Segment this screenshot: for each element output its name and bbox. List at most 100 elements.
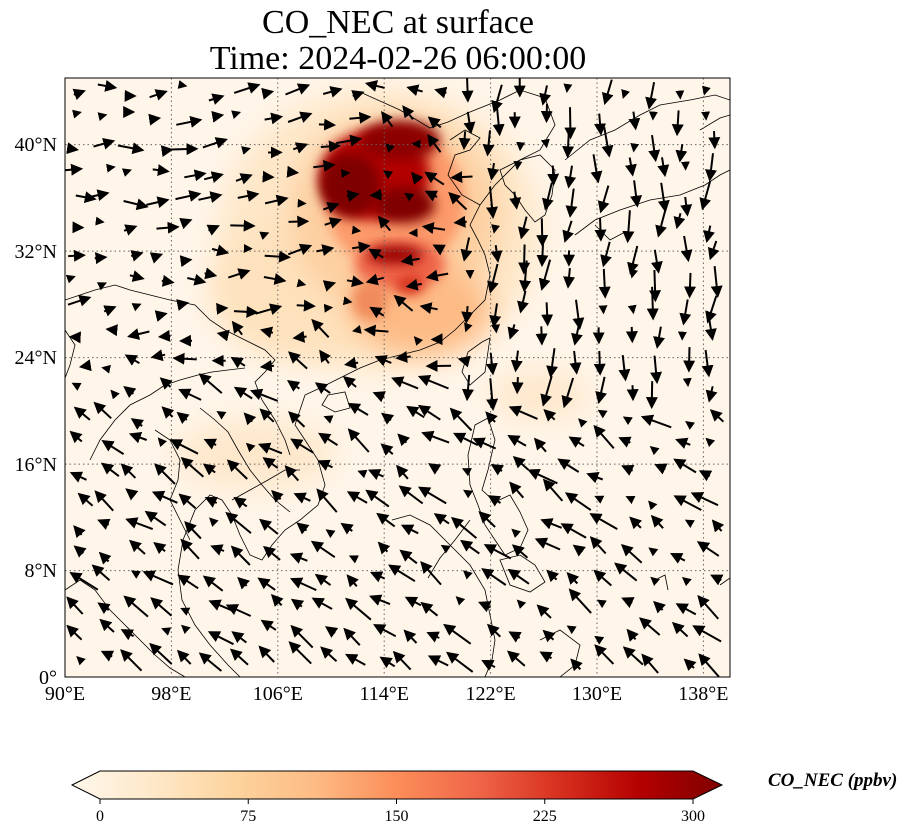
wind-arrow bbox=[105, 324, 118, 337]
wind-arrow bbox=[110, 389, 120, 400]
wind-arrow bbox=[578, 418, 588, 428]
wind-arrow bbox=[149, 89, 168, 101]
colorbar-tick-label: 150 bbox=[385, 808, 409, 825]
wind-arrow bbox=[176, 649, 192, 665]
wind-arrow bbox=[230, 545, 251, 566]
wind-arrow bbox=[233, 305, 259, 318]
wind-arrow bbox=[705, 153, 717, 182]
wind-arrow bbox=[696, 541, 720, 557]
wind-arrow bbox=[230, 219, 256, 232]
wind-arrow bbox=[460, 539, 480, 555]
wind-arrow bbox=[629, 268, 639, 279]
wind-arrow bbox=[318, 432, 339, 446]
wind-arrow bbox=[227, 268, 251, 280]
wind-arrow bbox=[509, 481, 525, 499]
wind-arrow bbox=[336, 134, 363, 147]
wind-arrow bbox=[77, 492, 94, 507]
wind-arrow bbox=[75, 191, 97, 204]
wind-arrow bbox=[487, 263, 499, 294]
wind-arrow bbox=[206, 224, 220, 236]
wind-arrow bbox=[259, 408, 275, 423]
wind-arrow bbox=[120, 649, 143, 672]
wind-arrow bbox=[701, 349, 714, 378]
wind-arrow bbox=[368, 248, 384, 260]
wind-arrow bbox=[255, 303, 283, 316]
wind-arrow bbox=[159, 377, 173, 390]
wind-arrow bbox=[646, 286, 659, 321]
wind-arrow bbox=[177, 574, 199, 590]
wind-arrow bbox=[533, 437, 547, 453]
wind-arrow bbox=[680, 196, 693, 217]
wind-arrow bbox=[478, 601, 492, 613]
wind-arrow bbox=[345, 653, 366, 666]
wind-arrow bbox=[153, 541, 167, 555]
wind-arrow bbox=[640, 414, 672, 429]
wind-arrow bbox=[685, 421, 696, 430]
wind-arrow bbox=[485, 352, 498, 376]
wind-arrow bbox=[621, 597, 635, 609]
wind-arrow bbox=[367, 469, 384, 481]
wind-arrow bbox=[346, 275, 364, 288]
wind-arrow bbox=[340, 522, 354, 535]
wind-arrow bbox=[180, 607, 191, 616]
wind-arrow bbox=[259, 326, 274, 339]
wind-arrow bbox=[346, 491, 368, 504]
wind-arrow bbox=[347, 402, 369, 416]
wind-arrow bbox=[314, 382, 331, 395]
wind-arrow bbox=[650, 249, 663, 274]
wind-arrow bbox=[589, 536, 607, 555]
wind-arrow bbox=[638, 617, 661, 636]
wind-arrow bbox=[417, 404, 441, 421]
wind-arrow bbox=[709, 409, 725, 423]
wind-arrow bbox=[180, 538, 200, 560]
colorbar-bar bbox=[70, 770, 724, 800]
wind-arrow bbox=[705, 295, 718, 324]
wind-arrow bbox=[597, 409, 608, 419]
wind-arrow bbox=[66, 624, 83, 641]
wind-arrow bbox=[655, 204, 668, 238]
wind-arrow bbox=[127, 328, 150, 340]
wind-arrow bbox=[233, 496, 248, 509]
wind-arrow bbox=[562, 130, 575, 159]
wind-arrow bbox=[557, 458, 580, 473]
wind-arrow bbox=[320, 646, 338, 662]
wind-arrow bbox=[210, 544, 225, 556]
wind-arrow bbox=[187, 273, 207, 286]
wind-arrow bbox=[175, 190, 202, 202]
wind-arrow bbox=[288, 351, 308, 370]
wind-arrow bbox=[626, 628, 639, 642]
wind-arrow bbox=[507, 435, 527, 447]
wind-arrow bbox=[288, 641, 312, 665]
wind-arrow bbox=[369, 571, 386, 583]
wind-arrow bbox=[286, 380, 301, 392]
wind-arrow bbox=[657, 182, 670, 213]
wind-arrow bbox=[176, 299, 190, 311]
wind-arrow bbox=[202, 137, 228, 149]
wind-arrow bbox=[177, 80, 188, 89]
wind-arrow bbox=[627, 304, 637, 315]
lon-tick-label: 114°E bbox=[359, 683, 408, 705]
wind-arrow bbox=[123, 198, 149, 211]
wind-arrow bbox=[311, 318, 330, 338]
wind-arrow bbox=[618, 354, 631, 382]
wind-arrow bbox=[290, 598, 305, 611]
wind-arrow bbox=[396, 464, 409, 480]
wind-arrow bbox=[683, 272, 696, 299]
wind-arrow bbox=[346, 574, 359, 588]
wind-arrow bbox=[519, 260, 532, 293]
wind-arrow bbox=[461, 78, 474, 103]
wind-arrow bbox=[161, 274, 175, 287]
wind-arrow bbox=[97, 112, 108, 122]
wind-arrow bbox=[450, 516, 478, 539]
wind-arrow bbox=[427, 116, 442, 129]
wind-arrow bbox=[176, 411, 190, 425]
wind-arrow bbox=[411, 171, 424, 185]
wind-arrow bbox=[123, 224, 138, 236]
wind-arrow bbox=[348, 555, 359, 564]
wind-arrow bbox=[625, 157, 637, 177]
wind-arrow bbox=[673, 458, 697, 474]
wind-arrow bbox=[293, 492, 311, 504]
wind-arrow bbox=[711, 519, 725, 533]
wind-arrow bbox=[245, 442, 256, 453]
wind-arrow bbox=[516, 599, 527, 610]
